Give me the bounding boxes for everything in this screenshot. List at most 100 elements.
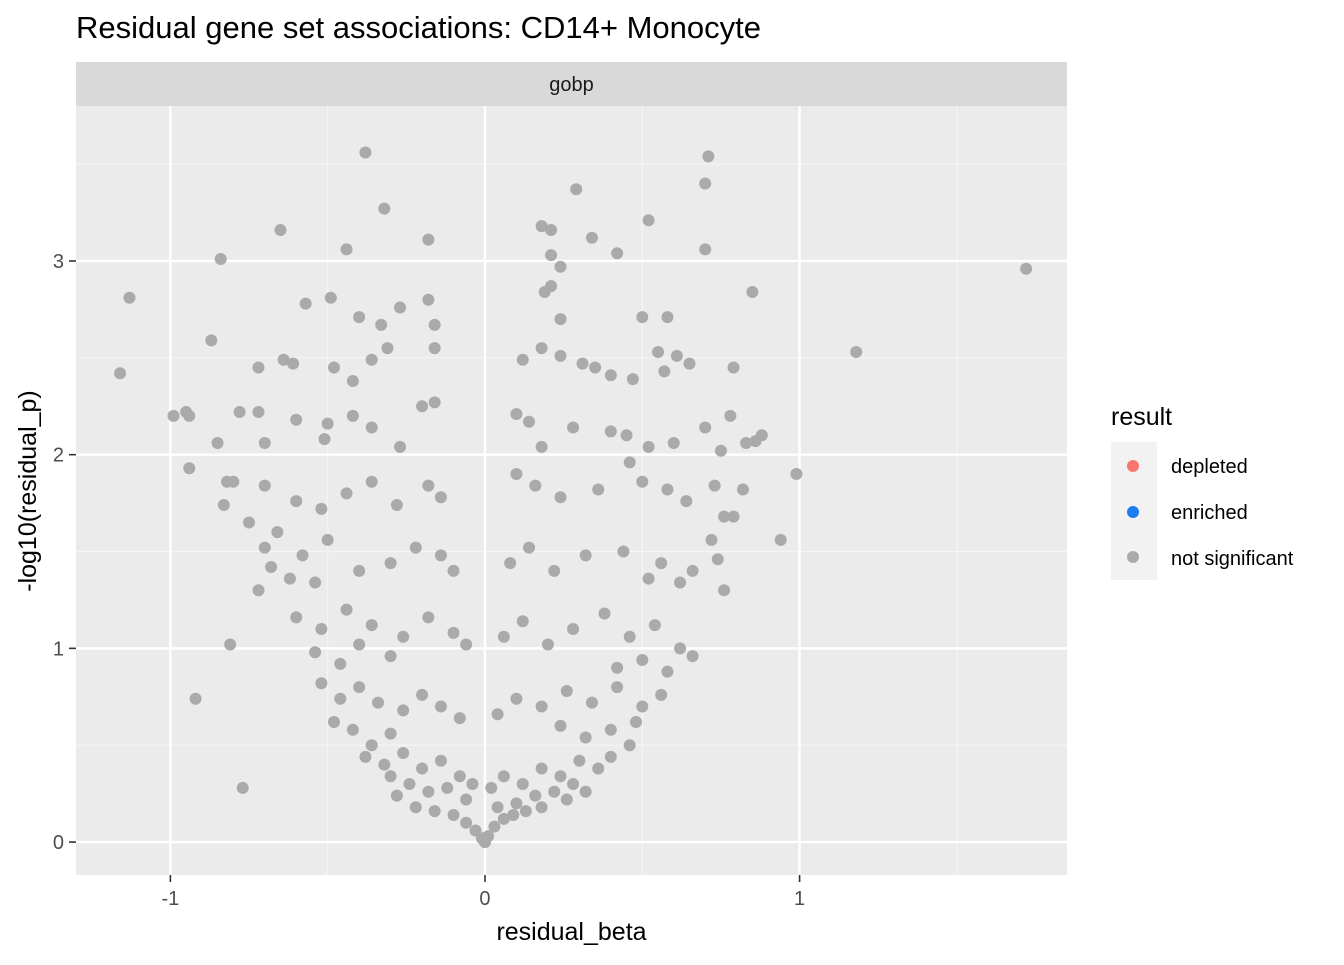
- data-point: [372, 696, 385, 709]
- y-tick-label: 1: [53, 638, 64, 660]
- data-point: [309, 646, 322, 659]
- data-point: [535, 700, 548, 713]
- data-point: [592, 762, 605, 775]
- data-point: [661, 665, 674, 678]
- data-point: [686, 564, 699, 577]
- data-point: [296, 549, 309, 562]
- data-point: [315, 622, 328, 635]
- data-point: [519, 805, 532, 818]
- data-point: [523, 541, 536, 554]
- data-point: [183, 409, 196, 422]
- data-point: [397, 630, 410, 643]
- data-point: [428, 396, 441, 409]
- plot-panel: [76, 106, 1067, 875]
- data-point: [708, 479, 721, 492]
- data-point: [702, 150, 715, 163]
- data-point: [790, 468, 803, 481]
- data-point: [422, 293, 435, 306]
- data-point: [453, 770, 466, 783]
- y-axis-title: -log10(residual_p): [14, 390, 42, 592]
- y-tick-label: 3: [53, 251, 64, 273]
- data-point: [189, 692, 202, 705]
- data-point: [611, 661, 624, 674]
- data-point: [271, 526, 284, 539]
- data-point: [636, 653, 649, 666]
- data-point: [636, 311, 649, 324]
- data-point: [623, 456, 636, 469]
- data-point: [453, 712, 466, 725]
- data-point: [655, 557, 668, 570]
- data-point: [620, 429, 633, 442]
- data-point: [265, 561, 278, 574]
- data-point: [365, 739, 378, 752]
- y-tick-label: 0: [53, 832, 64, 854]
- data-point: [667, 437, 680, 450]
- data-point: [315, 677, 328, 690]
- data-point: [416, 688, 429, 701]
- data-point: [642, 572, 655, 585]
- data-point: [183, 462, 196, 475]
- data-point: [390, 499, 403, 512]
- data-point: [850, 346, 863, 359]
- data-point: [727, 510, 740, 523]
- data-point: [394, 440, 407, 453]
- data-point: [252, 406, 265, 419]
- data-point: [353, 681, 366, 694]
- data-point: [611, 247, 624, 260]
- data-point: [346, 723, 359, 736]
- data-point: [579, 731, 592, 744]
- data-point: [447, 564, 460, 577]
- data-point: [422, 785, 435, 798]
- data-point: [658, 365, 671, 378]
- data-point: [299, 297, 312, 310]
- data-point: [576, 357, 589, 370]
- data-point: [460, 816, 473, 829]
- data-point: [629, 715, 642, 728]
- data-point: [390, 789, 403, 802]
- data-point: [554, 491, 567, 504]
- data-point: [315, 502, 328, 515]
- data-point: [409, 541, 422, 554]
- data-point: [545, 249, 558, 262]
- data-point: [504, 557, 517, 570]
- data-point: [570, 183, 583, 196]
- data-point: [397, 704, 410, 717]
- data-point: [365, 353, 378, 366]
- data-point: [548, 785, 561, 798]
- data-point: [403, 777, 416, 790]
- data-point: [535, 440, 548, 453]
- legend-title: result: [1111, 403, 1172, 431]
- data-point: [670, 349, 683, 362]
- data-point: [353, 311, 366, 324]
- data-point: [661, 483, 674, 496]
- data-point: [287, 357, 300, 370]
- y-tick-label: 2: [53, 445, 64, 467]
- data-point: [746, 285, 759, 298]
- legend-label-depleted: depleted: [1171, 456, 1248, 478]
- data-point: [727, 361, 740, 374]
- legend-label-not-significant: not significant: [1171, 548, 1294, 570]
- data-point: [718, 584, 731, 597]
- data-point: [214, 253, 227, 266]
- data-point: [523, 415, 536, 428]
- legend: result depleted enriched not significant: [1111, 403, 1294, 580]
- data-point: [217, 499, 230, 512]
- data-point: [661, 311, 674, 324]
- data-point: [422, 611, 435, 624]
- data-point: [252, 584, 265, 597]
- data-point: [585, 696, 598, 709]
- data-point: [340, 487, 353, 500]
- data-point: [686, 650, 699, 663]
- data-point: [705, 533, 718, 546]
- data-point: [724, 409, 737, 422]
- data-point: [334, 692, 347, 705]
- data-point: [567, 622, 580, 635]
- data-point: [774, 533, 787, 546]
- data-point: [334, 657, 347, 670]
- data-point: [428, 318, 441, 331]
- data-point: [309, 576, 322, 589]
- data-point: [554, 770, 567, 783]
- data-point: [466, 777, 479, 790]
